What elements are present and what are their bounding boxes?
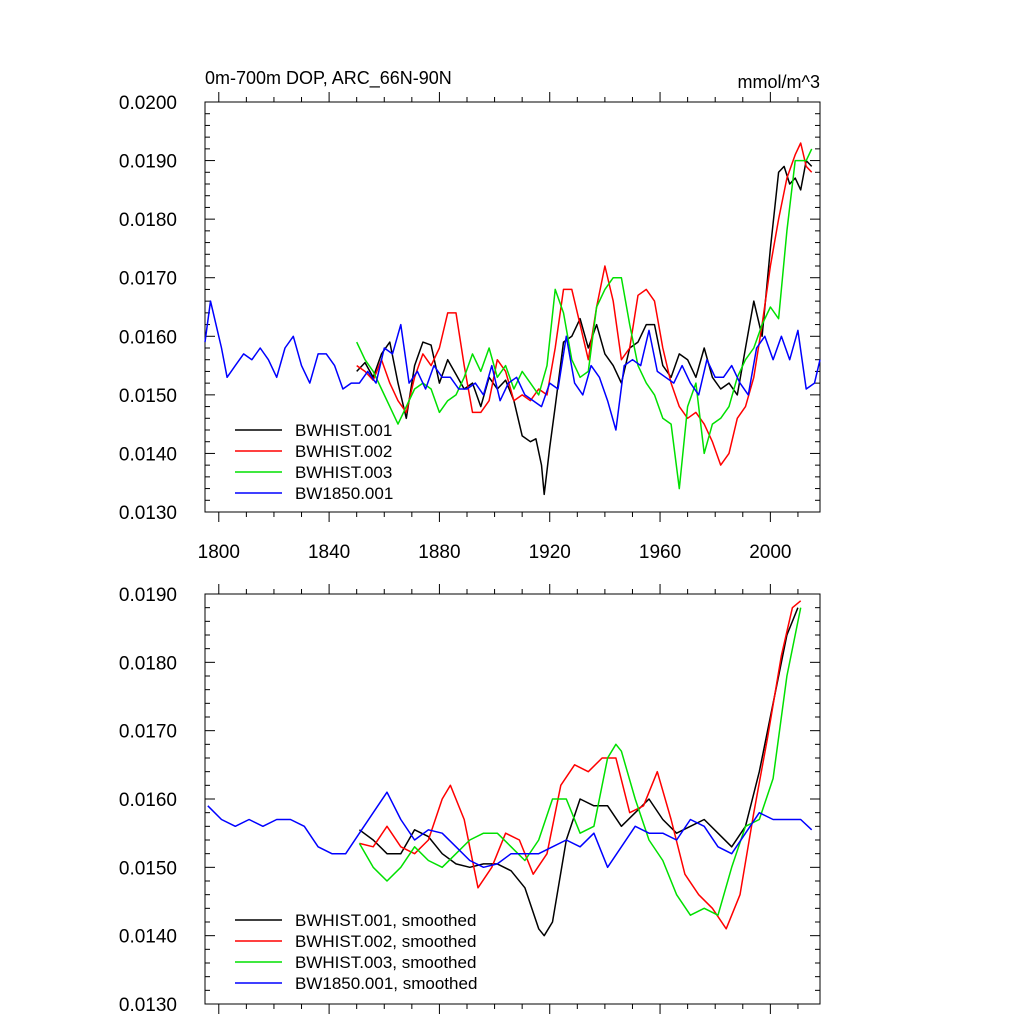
x-tick-label: 2000 xyxy=(749,542,791,563)
legend-label: BWHIST.001 xyxy=(295,421,392,440)
series-line xyxy=(207,791,813,869)
legend-label: BWHIST.003 xyxy=(295,463,392,482)
series-line xyxy=(204,300,821,431)
y-tick-label: 0.0140 xyxy=(119,444,177,465)
y-tick-label: 0.0190 xyxy=(119,585,177,606)
series-line xyxy=(358,607,802,916)
chart-title: 0m-700m DOP, ARC_66N-90N xyxy=(205,68,452,89)
series-line xyxy=(356,148,813,490)
units-label: mmol/m^3 xyxy=(738,72,820,92)
y-tick-label: 0.0190 xyxy=(119,152,177,173)
plot-frame xyxy=(204,101,821,513)
x-tick-label: 1920 xyxy=(529,542,571,563)
y-tick-label: 0.0170 xyxy=(119,722,177,743)
x-tick-label: 1960 xyxy=(639,542,681,563)
y-tick-label: 0.0180 xyxy=(119,653,177,674)
y-tick-label: 0.0130 xyxy=(119,503,177,524)
y-tick-label: 0.0150 xyxy=(119,858,177,879)
bottom-panel: 0.0130 0.0140 0.0150 0.0160 0.0170 0.0180 0.01… xyxy=(119,584,821,1016)
top-panel: 0m-700m DOP, ARC_66N-90N mmol/m^3 0.0130… xyxy=(119,68,821,563)
legend-label: BW1850.001 xyxy=(295,484,393,503)
y-tick-label: 0.0140 xyxy=(119,927,177,948)
y-tick-label: 0.0180 xyxy=(119,210,177,231)
y-tick-label: 0.0160 xyxy=(119,327,177,348)
legend-label: BWHIST.002, smoothed xyxy=(295,932,476,951)
series-line xyxy=(356,142,813,466)
legend-label: BW1850.001, smoothed xyxy=(295,974,477,993)
y-tick-label: 0.0200 xyxy=(119,93,177,114)
y-tick-label: 0.0170 xyxy=(119,269,177,290)
legend-label: BWHIST.003, smoothed xyxy=(295,953,476,972)
y-tick-label: 0.0150 xyxy=(119,386,177,407)
series-line xyxy=(359,600,802,930)
legend-label: BWHIST.001, smoothed xyxy=(295,911,476,930)
y-tick-label: 0.0130 xyxy=(119,995,177,1016)
series-line xyxy=(358,607,799,937)
y-tick-label: 0.0160 xyxy=(119,790,177,811)
series-line xyxy=(356,159,813,496)
x-tick-label: 1840 xyxy=(308,542,350,563)
x-tick-label: 1800 xyxy=(198,542,240,563)
legend-label: BWHIST.002 xyxy=(295,442,392,461)
x-tick-label: 1880 xyxy=(418,542,460,563)
